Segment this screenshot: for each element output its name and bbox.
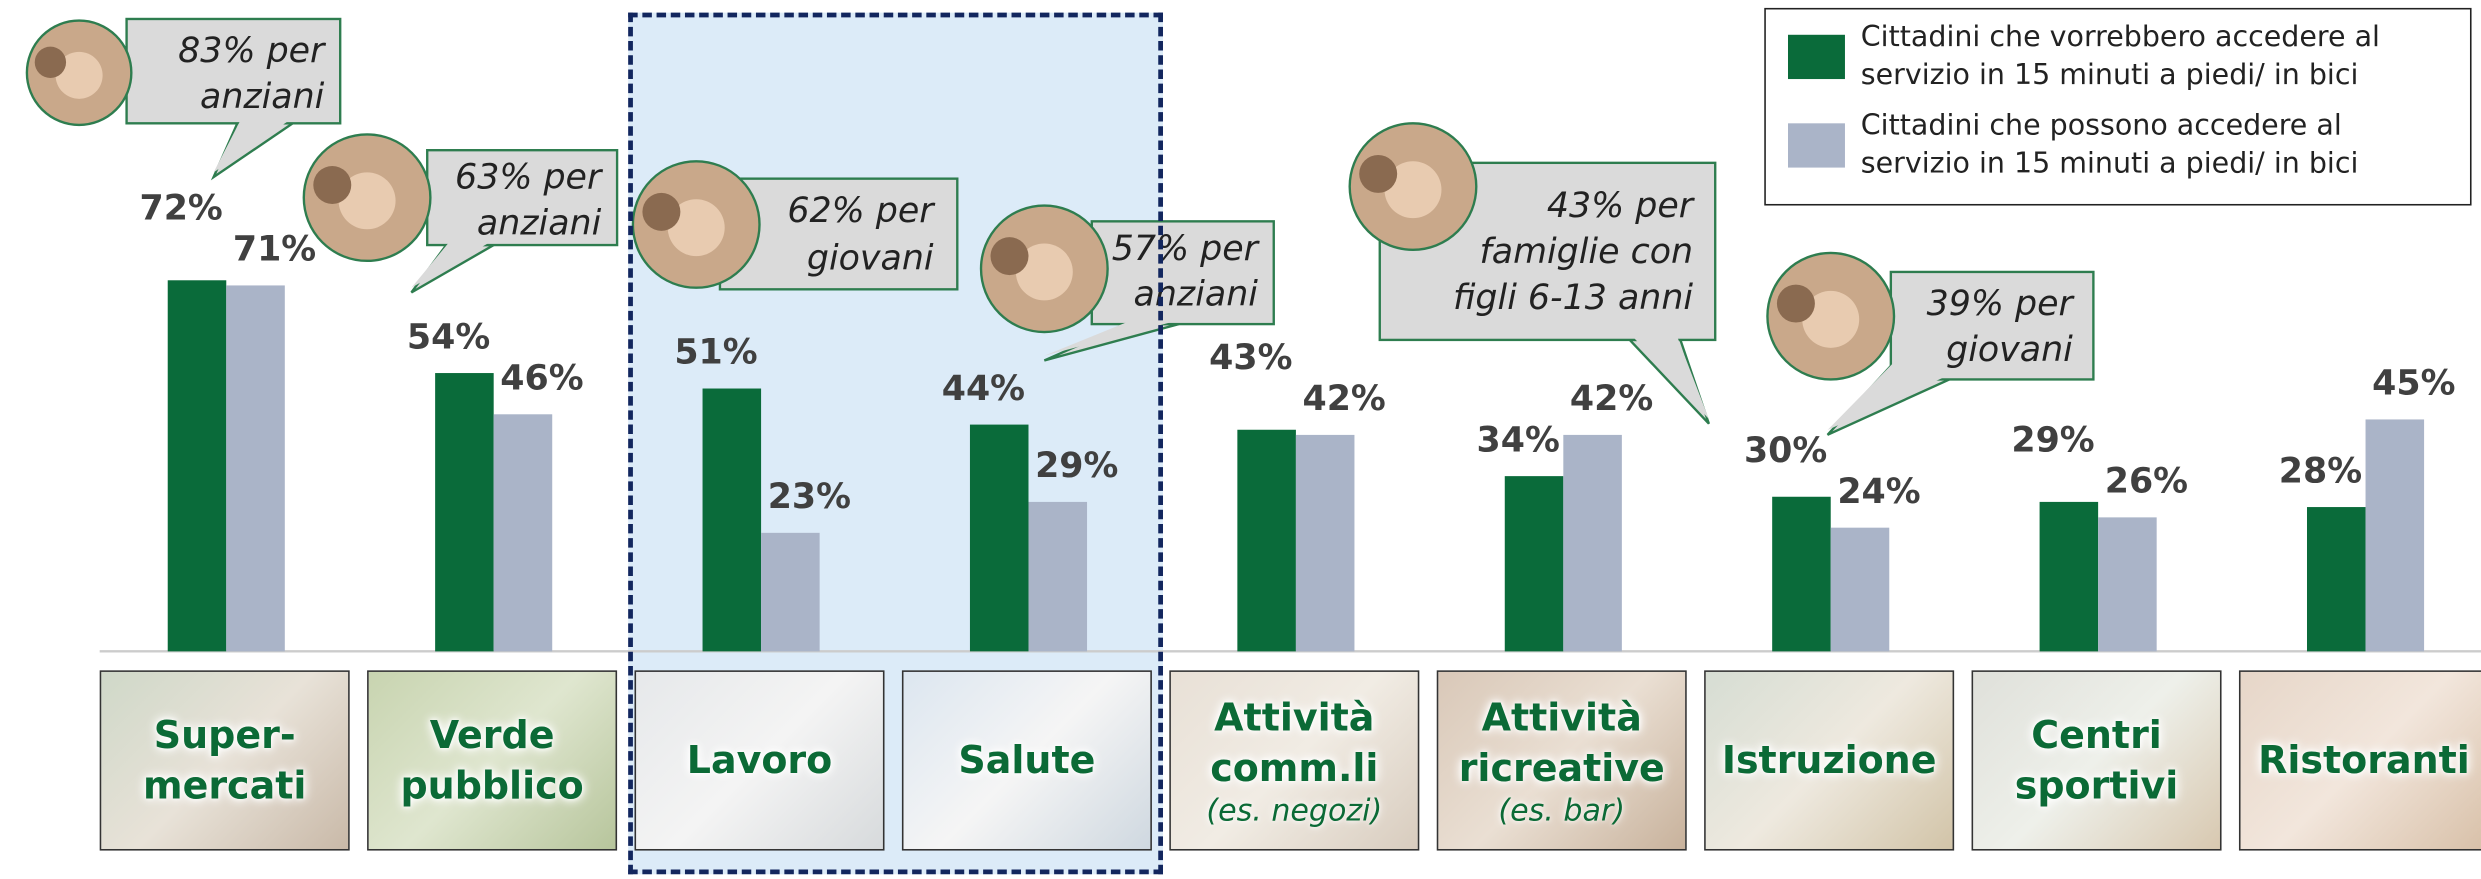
legend-swatch (1788, 123, 1845, 167)
bar (2307, 507, 2366, 651)
callout-text: 63% per (455, 158, 604, 198)
photo-detail (1359, 155, 1397, 193)
callout-text: figli 6-13 anni (1453, 278, 1693, 318)
value-label: 23% (768, 477, 851, 517)
callout: 83% per anziani (27, 19, 340, 177)
photo-detail (642, 193, 680, 231)
bar (2366, 419, 2425, 651)
value-label: 29% (1035, 446, 1118, 486)
value-label: 34% (1477, 420, 1560, 460)
legend-swatch (1788, 35, 1845, 79)
bar (435, 373, 494, 651)
value-label: 43% (1209, 338, 1292, 378)
bar (2098, 517, 2157, 651)
value-label: 24% (1837, 472, 1920, 512)
bar (2040, 502, 2099, 651)
bar (1237, 430, 1296, 652)
legend-item: Cittadini che vorrebbero accedere al ser… (1788, 19, 2457, 95)
callout-text: famiglie con (1480, 232, 1694, 272)
bar (1831, 528, 1890, 652)
callout-text: 57% per (1112, 229, 1261, 269)
bar (1028, 502, 1087, 651)
callout-text: 62% per (787, 191, 936, 231)
bar (1296, 435, 1355, 651)
value-label: 29% (2011, 420, 2094, 460)
value-label: 30% (1744, 431, 1827, 471)
bar (1772, 497, 1831, 652)
callout-text: anziani (1134, 275, 1259, 315)
value-label: 71% (233, 230, 316, 270)
value-label: 26% (2105, 462, 2188, 502)
value-label: 44% (942, 369, 1025, 409)
bar (226, 285, 285, 651)
bar (494, 414, 553, 651)
callout: 63% per anziani (304, 134, 617, 292)
photo-detail (1777, 285, 1815, 323)
value-label: 54% (407, 317, 490, 357)
callout: 43% per famiglie con figli 6-13 anni (1350, 123, 1716, 423)
callout: 39% per giovani (1767, 253, 2093, 435)
value-label: 45% (2372, 364, 2455, 404)
bar (761, 533, 820, 652)
chart: Super-mercatiVerde pubblicoLavoroSaluteA… (0, 0, 2481, 879)
bar (1505, 476, 1564, 651)
photo-detail (313, 166, 351, 204)
callout-text: 83% per (178, 31, 327, 71)
legend-label: Cittadini che vorrebbero accedere al ser… (1861, 19, 2458, 95)
photo-detail (991, 237, 1029, 275)
value-label: 51% (674, 333, 757, 373)
legend-item: Cittadini che possono accedere al serviz… (1788, 108, 2457, 184)
legend: Cittadini che vorrebbero accedere al ser… (1764, 8, 2471, 206)
value-label: 42% (1570, 379, 1653, 419)
photo-detail (35, 47, 66, 78)
value-label: 72% (140, 189, 223, 229)
bar (1563, 435, 1622, 651)
value-label: 42% (1303, 379, 1386, 419)
callout-text: anziani (477, 204, 602, 244)
bar (970, 425, 1029, 652)
callout-text: giovani (1946, 330, 2073, 370)
callout-text: giovani (807, 238, 934, 278)
value-label: 28% (2279, 451, 2362, 491)
value-label: 46% (500, 359, 583, 399)
callout: 62% per giovani (633, 161, 957, 289)
bar (703, 389, 762, 652)
bar (168, 280, 227, 651)
callout-text: 39% per (1927, 284, 2076, 324)
legend-label: Cittadini che possono accedere al serviz… (1861, 108, 2458, 184)
callout-text: anziani (200, 77, 325, 117)
callout-text: 43% per (1547, 186, 1696, 226)
